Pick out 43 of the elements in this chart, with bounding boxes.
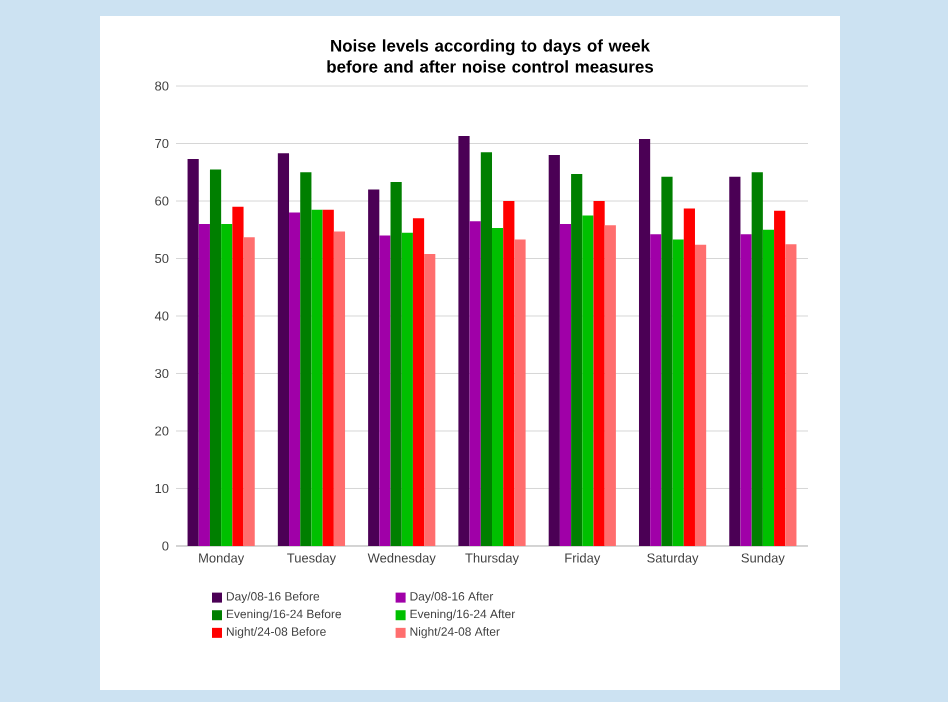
- bar: [774, 210, 786, 546]
- bar: [469, 221, 481, 546]
- bar: [593, 201, 605, 546]
- bar: [571, 173, 583, 546]
- bar: [209, 169, 222, 546]
- bar: [412, 218, 425, 546]
- bar: [424, 253, 436, 546]
- bar: [458, 136, 470, 546]
- bar: [289, 212, 301, 546]
- bar: [198, 224, 210, 546]
- bar: [221, 224, 233, 546]
- bar: [243, 237, 255, 546]
- bar: [604, 225, 616, 546]
- bar: [762, 229, 775, 546]
- bar: [559, 224, 572, 546]
- bar: [548, 155, 560, 546]
- bar: [661, 176, 673, 546]
- bar: [232, 206, 244, 546]
- bar: [401, 232, 413, 546]
- bar: [390, 182, 402, 546]
- bar: [582, 215, 594, 546]
- bar: [368, 189, 380, 546]
- bar: [333, 231, 346, 546]
- bar: [638, 138, 651, 546]
- bar: [514, 239, 526, 546]
- bar: [492, 228, 504, 546]
- bar: [694, 244, 707, 546]
- bar: [740, 234, 752, 546]
- bar: [729, 176, 741, 546]
- bar: [311, 209, 323, 546]
- bar: [379, 235, 391, 546]
- bar: [683, 208, 695, 546]
- bar: [751, 172, 763, 546]
- bar: [480, 152, 493, 546]
- chart-title: Noise levels according to days of week before and after noise control measures: [327, 39, 654, 73]
- bar: [503, 201, 515, 546]
- bar: [300, 172, 312, 546]
- bar: [785, 244, 797, 546]
- bar: [187, 159, 199, 546]
- bar: [277, 153, 290, 546]
- bar: [322, 209, 334, 546]
- bar: [672, 239, 684, 546]
- bar: [650, 234, 662, 546]
